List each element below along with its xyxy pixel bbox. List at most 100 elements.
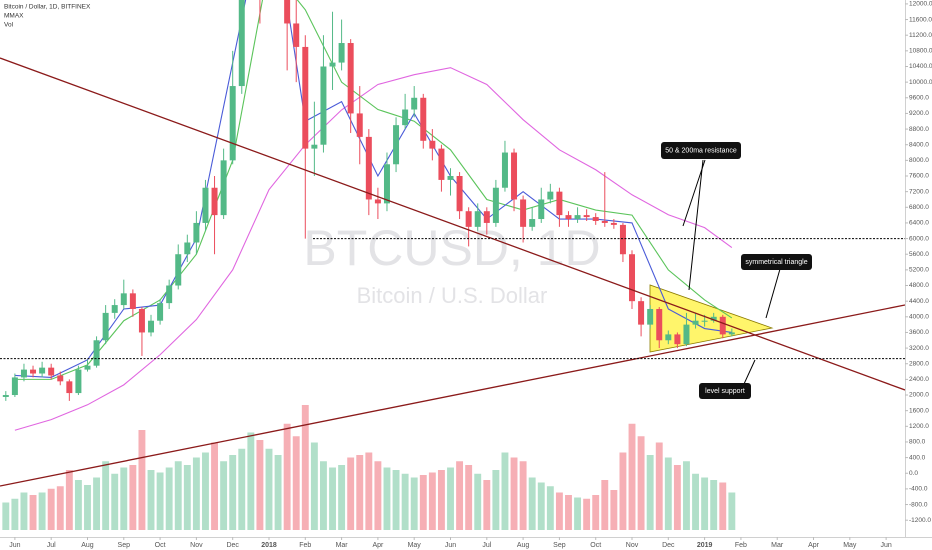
x-tick-label: Jun — [445, 542, 456, 549]
annotation: 50 & 200ma resistance — [665, 147, 737, 154]
annotations: 50 & 200ma resistance symmetrical triang… — [661, 142, 812, 399]
y-tick-label: 4800.0 — [909, 282, 929, 289]
candle-body — [638, 301, 645, 325]
volume-bar — [247, 432, 255, 530]
y-tick-label: 10400.0 — [909, 63, 932, 70]
x-tick-label: Apr — [808, 542, 820, 549]
volume-bar — [383, 467, 391, 530]
volume-bar — [465, 465, 473, 530]
y-tick-label: 6800.0 — [909, 204, 929, 211]
candle-body — [456, 176, 463, 212]
x-tick-label: Apr — [372, 542, 384, 549]
volume-bar — [583, 498, 591, 530]
volume-bar — [138, 430, 146, 530]
candle-body — [84, 365, 91, 370]
ma-layer — [14, 0, 733, 431]
volume-bar — [664, 457, 672, 530]
volume-bar — [329, 467, 336, 530]
volume-bar — [374, 461, 382, 530]
candle-body — [220, 160, 227, 216]
annotation: level support — [705, 388, 745, 395]
x-tick-label: May — [843, 542, 857, 549]
volume-bar — [610, 490, 618, 530]
y-tick-label: -400.0 — [909, 486, 928, 493]
volume-bar — [592, 495, 600, 530]
candle-body — [483, 211, 490, 223]
volume-bar — [129, 465, 137, 530]
candle-body — [102, 312, 109, 341]
volume-bar — [728, 492, 736, 530]
trendlines — [0, 57, 905, 487]
candle-body — [193, 222, 200, 243]
candle-body — [129, 293, 136, 309]
candle-body — [39, 367, 46, 374]
candle-body — [111, 305, 118, 313]
volume-bar — [410, 477, 418, 530]
candle-body — [374, 199, 381, 204]
axes: 12000.0 11600.0 11200.0 10800.0 10400.0 10000… — [9, 1, 932, 549]
volume-bar — [601, 480, 609, 530]
volume-bar — [646, 455, 654, 530]
ascending-trendline — [0, 304, 905, 487]
x-tick-label: Sep — [118, 542, 131, 549]
x-tick-label: Feb — [299, 542, 311, 549]
candle-body — [20, 369, 27, 378]
x-tick-label: Dec — [226, 542, 239, 549]
volume-bar — [2, 502, 10, 530]
indicator-label: MMAX — [4, 13, 24, 20]
volume-bar — [47, 488, 55, 530]
arrow — [682, 159, 706, 227]
candle-body — [284, 0, 291, 24]
y-tick-label: 4000.0 — [909, 314, 929, 321]
volume-bar — [319, 461, 327, 530]
volume-bar — [537, 482, 545, 530]
volume-bar — [211, 442, 218, 530]
volume-bar — [65, 470, 73, 530]
x-tick-label: Oct — [590, 542, 601, 549]
candle-body — [66, 381, 73, 394]
candle-body — [701, 320, 708, 322]
candle-body — [75, 369, 82, 394]
volume-bar — [74, 480, 82, 530]
volume-bar — [419, 475, 427, 530]
volume-bar — [428, 472, 436, 530]
candle-body — [202, 187, 209, 223]
candle-body — [465, 211, 472, 227]
candle-body — [356, 113, 363, 137]
candle-body — [565, 215, 572, 220]
y-tick-label: 12000.0 — [909, 1, 932, 8]
volume-bar — [38, 492, 46, 530]
volume-layer — [2, 405, 736, 530]
volume-bar — [701, 477, 709, 530]
candle-body — [683, 324, 690, 345]
candle-body — [338, 43, 345, 63]
volume-bar — [710, 480, 718, 530]
candle-body — [48, 367, 55, 376]
y-tick-label: 3200.0 — [909, 345, 929, 352]
candle-body — [329, 62, 336, 67]
volume-bar — [29, 495, 37, 530]
y-tick-label: 6000.0 — [909, 235, 929, 242]
y-tick-label: 5600.0 — [909, 251, 929, 258]
candle-body — [728, 332, 735, 335]
candle-body — [229, 86, 236, 161]
candle-body — [2, 395, 9, 397]
volume-bar — [528, 477, 536, 530]
volume-bar — [574, 497, 582, 530]
x-tick-label: Feb — [735, 542, 747, 549]
y-tick-label: 7200.0 — [909, 188, 929, 195]
price-axis-bg — [905, 0, 932, 550]
annotation-box — [699, 383, 751, 399]
candle-body — [120, 293, 127, 306]
volume-bar — [692, 473, 699, 530]
y-tick-label: -800.0 — [909, 501, 928, 508]
x-tick-label: Jun — [880, 542, 891, 549]
moving-average — [14, 0, 732, 378]
candle-body — [511, 152, 518, 200]
volume-bar — [719, 482, 727, 530]
volume-bar — [683, 461, 690, 530]
candle-body — [710, 316, 717, 321]
candle-body — [692, 320, 699, 325]
volume-bar — [220, 461, 228, 530]
